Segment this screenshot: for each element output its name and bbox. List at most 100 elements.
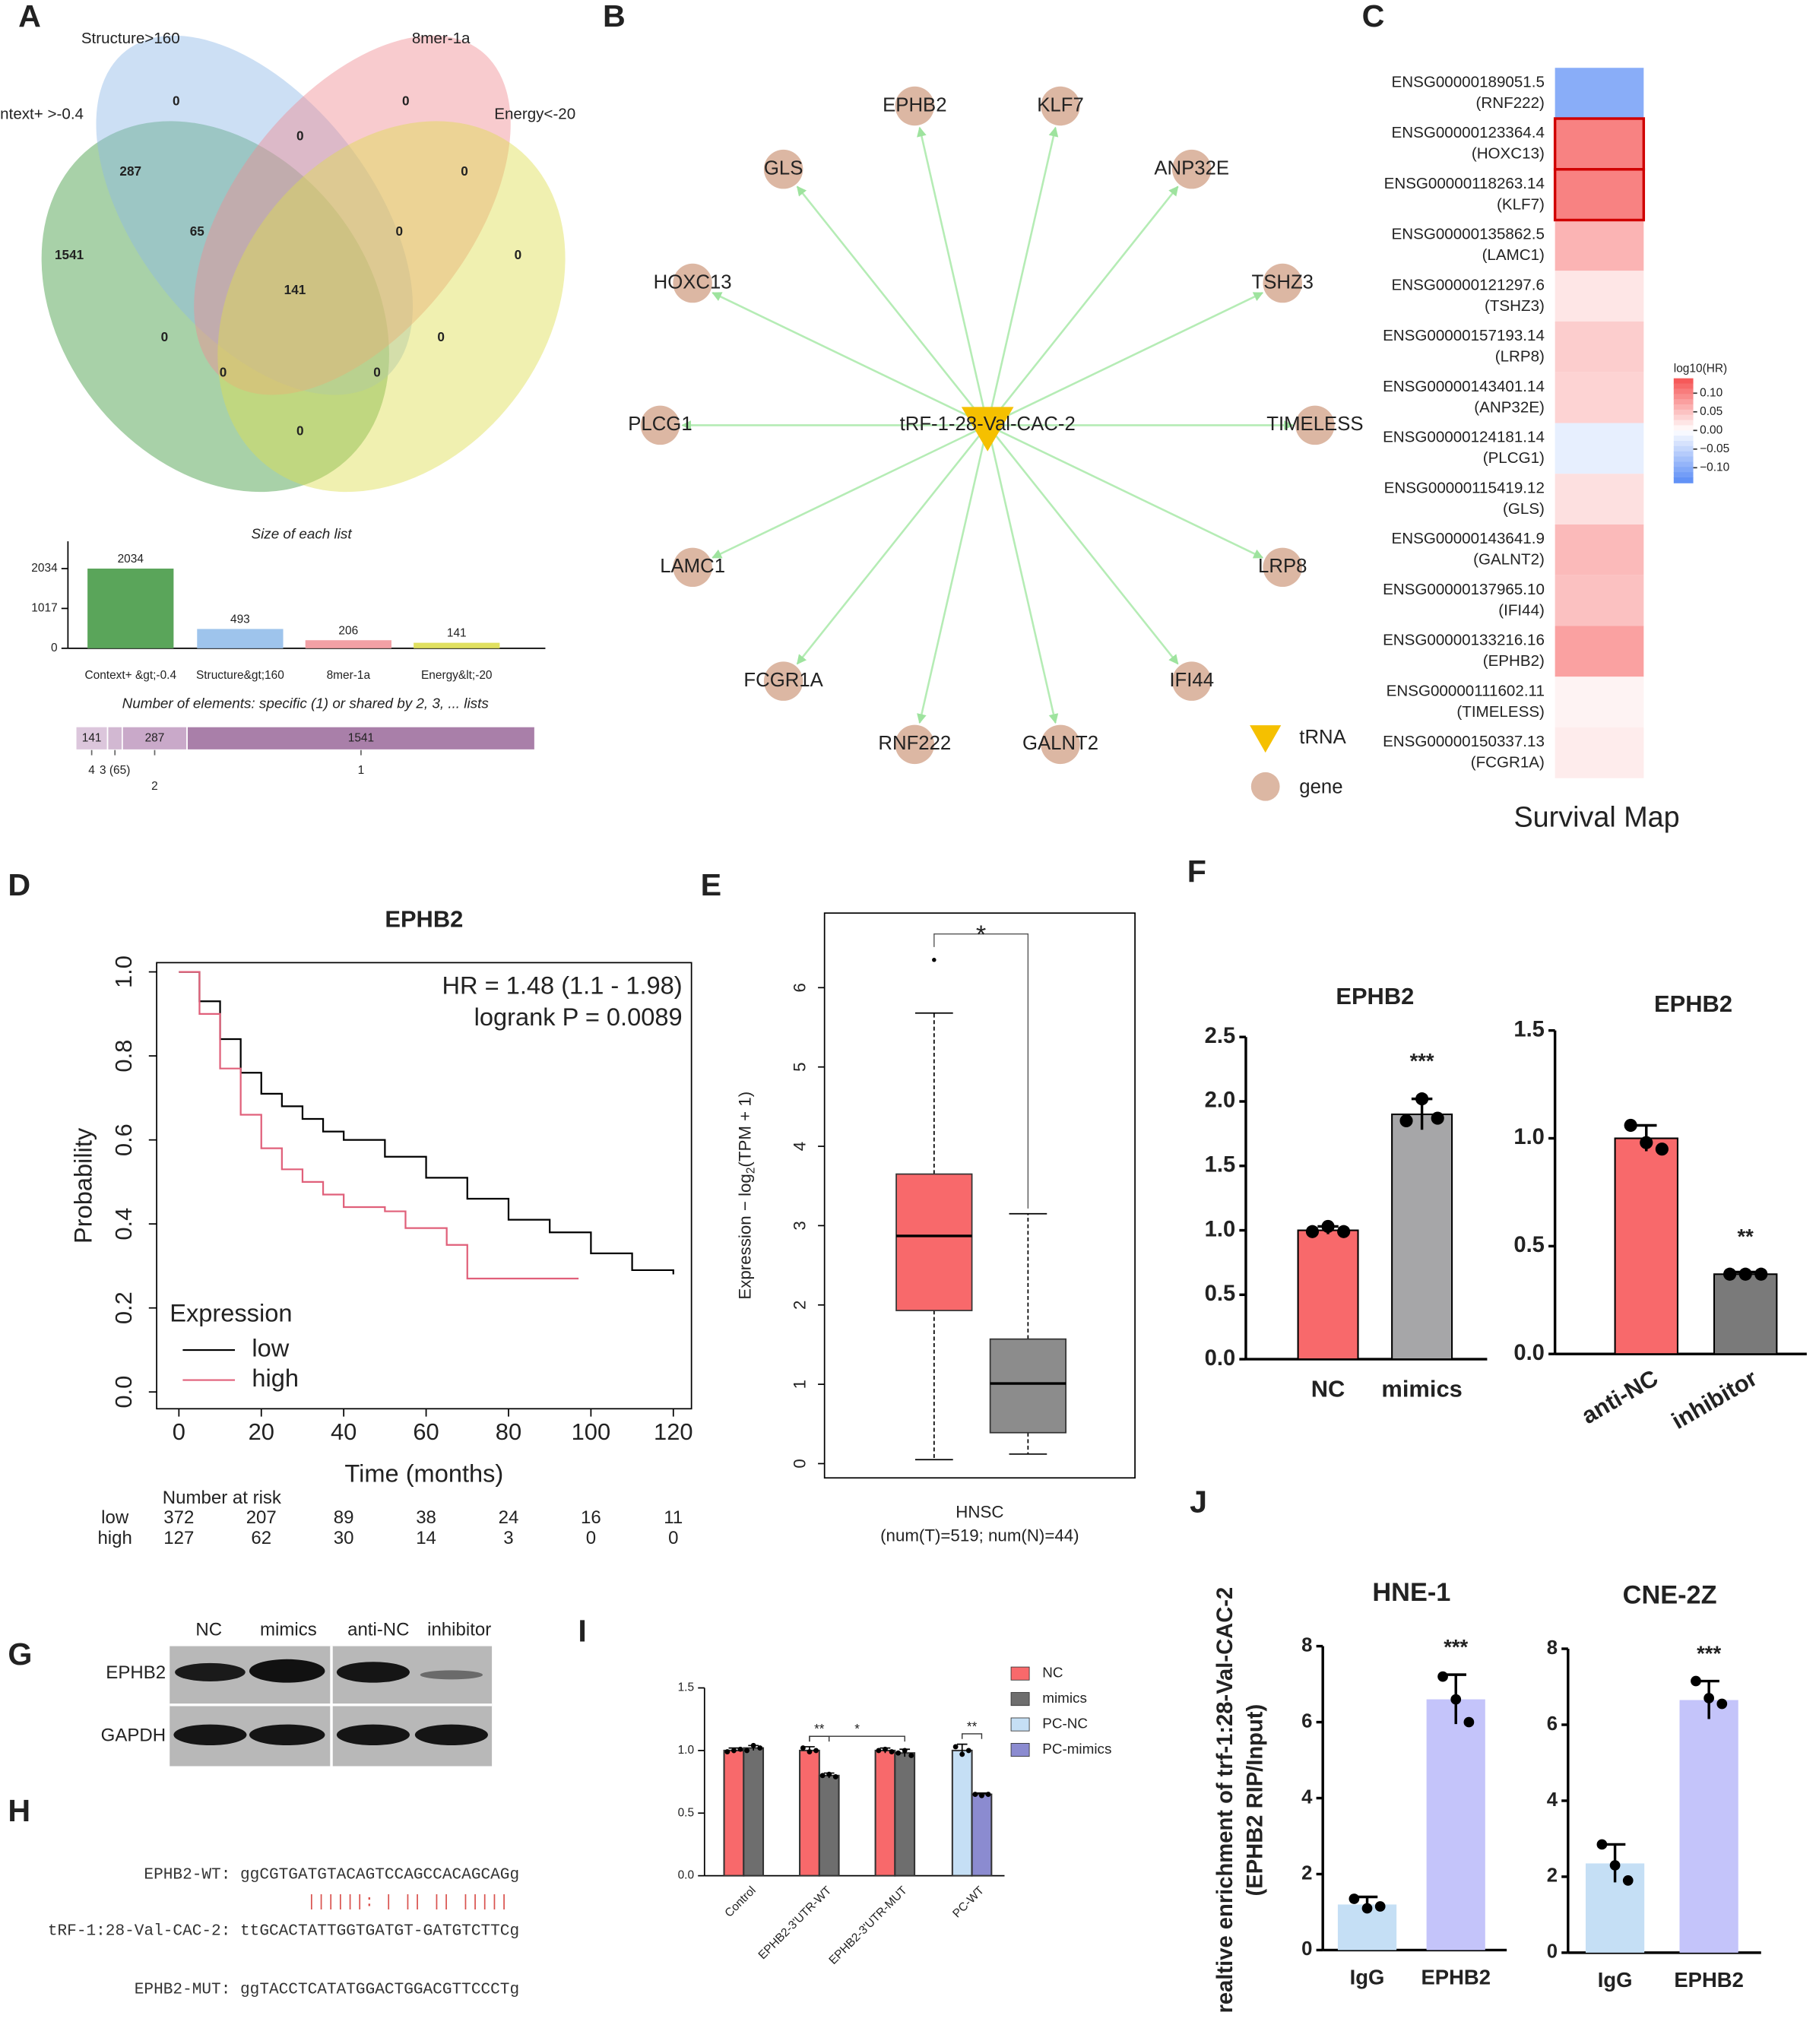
annotation: HR = 1.48 (1.1 - 1.98) [442,971,682,1000]
y-tick-label: 1.0 [678,1744,694,1757]
y-tick-label: 5 [791,1062,810,1071]
heatmap-cell [1555,626,1644,677]
x-tick-label: 80 [496,1418,521,1445]
data-point [1624,1118,1637,1133]
legend-title: Expression [170,1298,292,1326]
data-point [807,1749,813,1754]
colorbar-tick-label: −0.05 [1700,442,1729,455]
data-point [819,1773,826,1779]
legend-swatch [1010,1717,1030,1732]
region-count: 0 [220,364,227,379]
significance-bracket [933,933,1029,1209]
blot-band [336,1662,410,1683]
x-tick-label: NC [1311,1375,1345,1402]
node-label: IFI44 [1169,670,1214,691]
row-label: (TSHZ3) [1485,297,1545,315]
node-label: EPHB2 [883,94,946,116]
risk-value: 372 [163,1507,194,1528]
data-point [744,1748,750,1754]
colorbar-tick-label: 0.05 [1700,405,1723,418]
row-label: (ANP32E) [1474,398,1545,416]
region-count: 0 [395,223,403,239]
panel-label: A [18,0,41,33]
blot-band [336,1724,410,1746]
pairing: ||||||: | || || ||||| [307,1893,509,1912]
y-tick-label: 6 [791,983,810,992]
bar [874,1749,896,1877]
gene-node [673,547,712,588]
bar [951,1749,973,1877]
data-point [1361,1903,1373,1914]
y-axis-label: realtive enrichment of trf-1:28-Val-CAC-… [1213,1587,1238,2014]
colorbar-step [1673,436,1694,442]
data-point [1609,1860,1621,1871]
y-tick-label: 0.5 [1513,1233,1545,1257]
legend-label: PC-mimics [1042,1741,1111,1757]
data-point [876,1748,882,1754]
panel-label: C [1362,0,1385,33]
risk-value: 3 [503,1528,513,1548]
bar [197,629,284,648]
data-point [895,1750,902,1756]
region-count: 141 [284,282,306,297]
y-axis-label: Probability [68,1127,97,1244]
venn-set [96,35,414,395]
data-point [1321,1219,1335,1234]
risk-value: 207 [246,1507,277,1528]
region-count: 0 [515,247,522,262]
colorbar-step [1673,388,1694,395]
risk-value: 0 [668,1528,678,1548]
panel-label: I [578,1613,586,1648]
trna-node [961,407,1014,452]
significance-bracket [809,1735,905,1742]
legend-label: PC-NC [1042,1716,1088,1732]
panel-label: D [8,867,30,902]
data-point [965,1748,971,1754]
data-point [959,1751,965,1757]
panel-label: J [1190,1484,1207,1519]
heatmap-cell [1555,271,1644,322]
heatmap-cell [1555,474,1644,525]
x-tick-label: PC-WT [950,1884,987,1920]
y-tick-label: 0 [791,1459,810,1468]
row-label: (PLCG1) [1483,449,1545,467]
x-tick-label: mimics [1381,1375,1462,1402]
y-tick-label: 2 [1547,1865,1558,1887]
row-label: ENSG00000135862.5 [1392,226,1545,243]
legend-swatch [1010,1666,1030,1681]
y-tick-label: 0.6 [110,1123,137,1156]
y-tick-label: 0.0 [1205,1346,1236,1371]
legend-label: high [252,1364,299,1392]
x-tick-label: inhibitor [1667,1364,1761,1434]
row-label: (FCGR1A) [1471,754,1545,772]
gene-node [1041,86,1080,126]
gene-node [1295,405,1335,445]
row-label: (GLS) [1503,500,1545,518]
node-label: tRF-1-28-Val-CAC-2 [900,414,1076,435]
bar [305,640,391,648]
region-count: 0 [296,423,304,439]
row-label: ENSG00000143401.14 [1383,378,1545,395]
gene-node [895,724,935,765]
bar [87,569,174,648]
colorbar-step [1673,441,1694,447]
y-axis-label-part: (TPM + 1) [736,1092,755,1168]
risk-value: 62 [251,1528,271,1548]
bar [1713,1273,1778,1355]
data-point [737,1746,743,1752]
data-point [1450,1694,1462,1705]
node-label: LRP8 [1258,556,1307,577]
heatmap-cell [1555,727,1644,778]
strip-segment [186,725,536,751]
data-point [1415,1092,1429,1106]
row-label: (HOXC13) [1472,145,1545,163]
y-tick-label: 0.5 [678,1806,694,1819]
strip-segment [121,725,188,751]
heatmap-cell [1555,677,1644,728]
data-point [985,1792,991,1797]
western-blot: NC mimics anti-NC inhibitor EPHB2 GAPDH [101,1619,493,1767]
legend-label: NC [1042,1665,1063,1681]
node-label: PLCG1 [628,414,692,435]
bar [799,1749,820,1877]
